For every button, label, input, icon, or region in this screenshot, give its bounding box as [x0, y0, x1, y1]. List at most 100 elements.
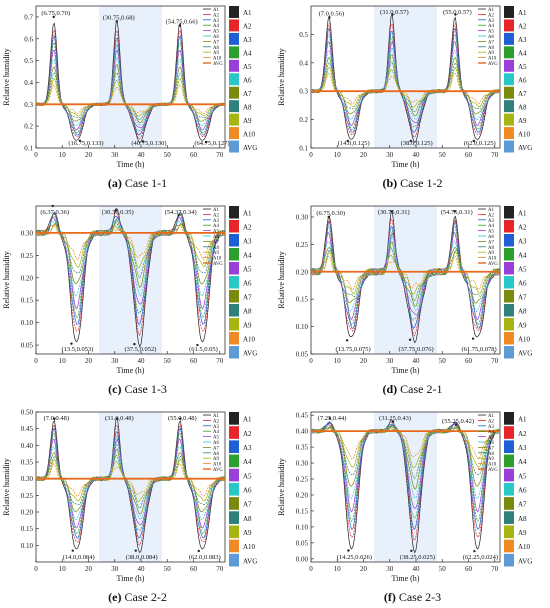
- peak-label: (30.75,0.68): [103, 14, 135, 21]
- trough-label: (61.75,0.078): [461, 346, 496, 353]
- swatch-label: A8: [518, 308, 527, 316]
- x-tick-label: 20: [360, 151, 368, 159]
- swatch-A9: [504, 113, 514, 126]
- swatch-A7: [504, 497, 514, 510]
- y-axis-label: Relative humidity: [2, 458, 11, 516]
- peak-label: (31.0,0.48): [105, 415, 134, 422]
- x-tick-label: 10: [59, 565, 67, 573]
- peak-point: [454, 13, 457, 16]
- legend-line-label: A1: [213, 208, 219, 213]
- legend-line-label: A7: [213, 240, 219, 245]
- trough-point: [141, 140, 145, 143]
- shaded-band: [374, 6, 437, 148]
- trough-label: (13.5,0.053): [61, 346, 93, 353]
- swatch-label: A2: [243, 430, 252, 438]
- swatch-label: A7: [243, 501, 252, 509]
- plot-frame: [35, 205, 226, 355]
- legend-line-label: A9: [213, 251, 219, 256]
- swatch-label: A9: [243, 322, 252, 330]
- caption-d: (d) Case 2-1: [382, 382, 443, 396]
- swatch-A1: [229, 206, 239, 219]
- legend-line-label: A9: [213, 51, 219, 56]
- x-tick-label: 20: [360, 565, 368, 573]
- swatch-A2: [504, 19, 514, 32]
- series-line-A10: [311, 72, 500, 104]
- swatch-A6: [504, 73, 514, 86]
- y-tick-label: 0.05: [296, 539, 309, 547]
- peak-label: (6.75,0.70): [41, 10, 70, 17]
- x-axis-label: Time (h): [392, 366, 420, 375]
- x-tick-label: 50: [164, 151, 172, 159]
- swatch-label: A3: [243, 444, 252, 452]
- legend-line-label: A4: [213, 24, 219, 29]
- swatch-A6: [229, 276, 239, 289]
- series-line-A9: [311, 426, 500, 469]
- swatch-A1: [229, 412, 239, 425]
- x-tick-label: 10: [59, 357, 67, 365]
- swatch-A6: [504, 482, 514, 496]
- x-tick-label: 20: [85, 357, 93, 365]
- swatch-label: AVG: [518, 350, 532, 358]
- swatch-A10: [229, 539, 239, 553]
- swatch-A8: [229, 511, 239, 524]
- swatch-A3: [504, 32, 514, 45]
- swatch-label: A3: [518, 36, 527, 44]
- swatch-A2: [504, 220, 514, 233]
- peak-label: (6.37,0.36): [40, 209, 69, 216]
- swatch-label: AVG: [518, 144, 532, 152]
- swatch-A5: [229, 468, 239, 482]
- legend-line-label: A9: [488, 457, 494, 462]
- peak-point: [52, 15, 55, 19]
- trough-point: [346, 139, 349, 143]
- series-line-A6: [311, 423, 500, 499]
- x-tick-label: 40: [138, 565, 146, 573]
- swatch-label: A6: [518, 280, 527, 288]
- swatch-A2: [229, 426, 239, 439]
- x-tick-label: 50: [164, 357, 172, 365]
- swatch-A2: [229, 19, 239, 32]
- legend-line-label: A10: [488, 57, 497, 62]
- legend-line-label: A7: [213, 446, 219, 451]
- x-axis-label: Time (h): [117, 160, 145, 169]
- peak-point: [178, 24, 181, 27]
- swatch-label: A8: [243, 308, 252, 316]
- series-line-A7: [36, 219, 225, 288]
- y-tick-label: 0.10: [296, 323, 309, 331]
- swatch-label: AVG: [518, 557, 532, 565]
- peak-label: (55.0,0.48): [168, 415, 197, 422]
- swatch-label: A8: [243, 515, 252, 523]
- peak-point: [454, 423, 458, 426]
- shaded-band: [374, 206, 437, 354]
- trough-label: (40.75,0.130): [131, 140, 166, 147]
- x-tick-label: 0: [309, 357, 313, 365]
- y-tick-label: 0.2: [299, 116, 308, 124]
- trough-point: [410, 549, 413, 553]
- trough-label: (13.75,0.075): [335, 346, 370, 353]
- y-tick-label: 0.50: [21, 409, 34, 417]
- x-tick-label: 60: [190, 151, 198, 159]
- legend-line-label: A9: [488, 51, 494, 56]
- x-tick-label: 0: [34, 565, 38, 573]
- y-axis-label: Relative humidity: [2, 48, 11, 106]
- trough-point: [408, 338, 412, 341]
- swatch-AVG: [229, 346, 239, 359]
- swatch-label: A7: [518, 294, 527, 302]
- peak-point: [391, 420, 395, 423]
- legend-line-label: A9: [488, 251, 494, 256]
- trough-label: (62.25,0.024): [463, 554, 498, 561]
- x-axis-label: Time (h): [392, 574, 420, 583]
- swatch-A4: [504, 454, 514, 468]
- swatch-label: A4: [243, 50, 252, 58]
- swatch-A4: [504, 248, 514, 261]
- y-tick-label: 0.30: [21, 229, 34, 237]
- swatch-A2: [504, 426, 514, 439]
- legend-line-label: A6: [488, 441, 494, 446]
- x-tick-label: 0: [309, 151, 313, 159]
- y-tick-label: 0.30: [21, 475, 34, 483]
- swatch-label: A1: [518, 9, 527, 17]
- trough-label: (14.0,0.125): [338, 140, 370, 147]
- swatch-label: A8: [243, 103, 252, 111]
- legend-line-label: A7: [213, 40, 219, 45]
- legend-line-label: A2: [213, 213, 219, 218]
- swatch-label: A5: [243, 472, 252, 480]
